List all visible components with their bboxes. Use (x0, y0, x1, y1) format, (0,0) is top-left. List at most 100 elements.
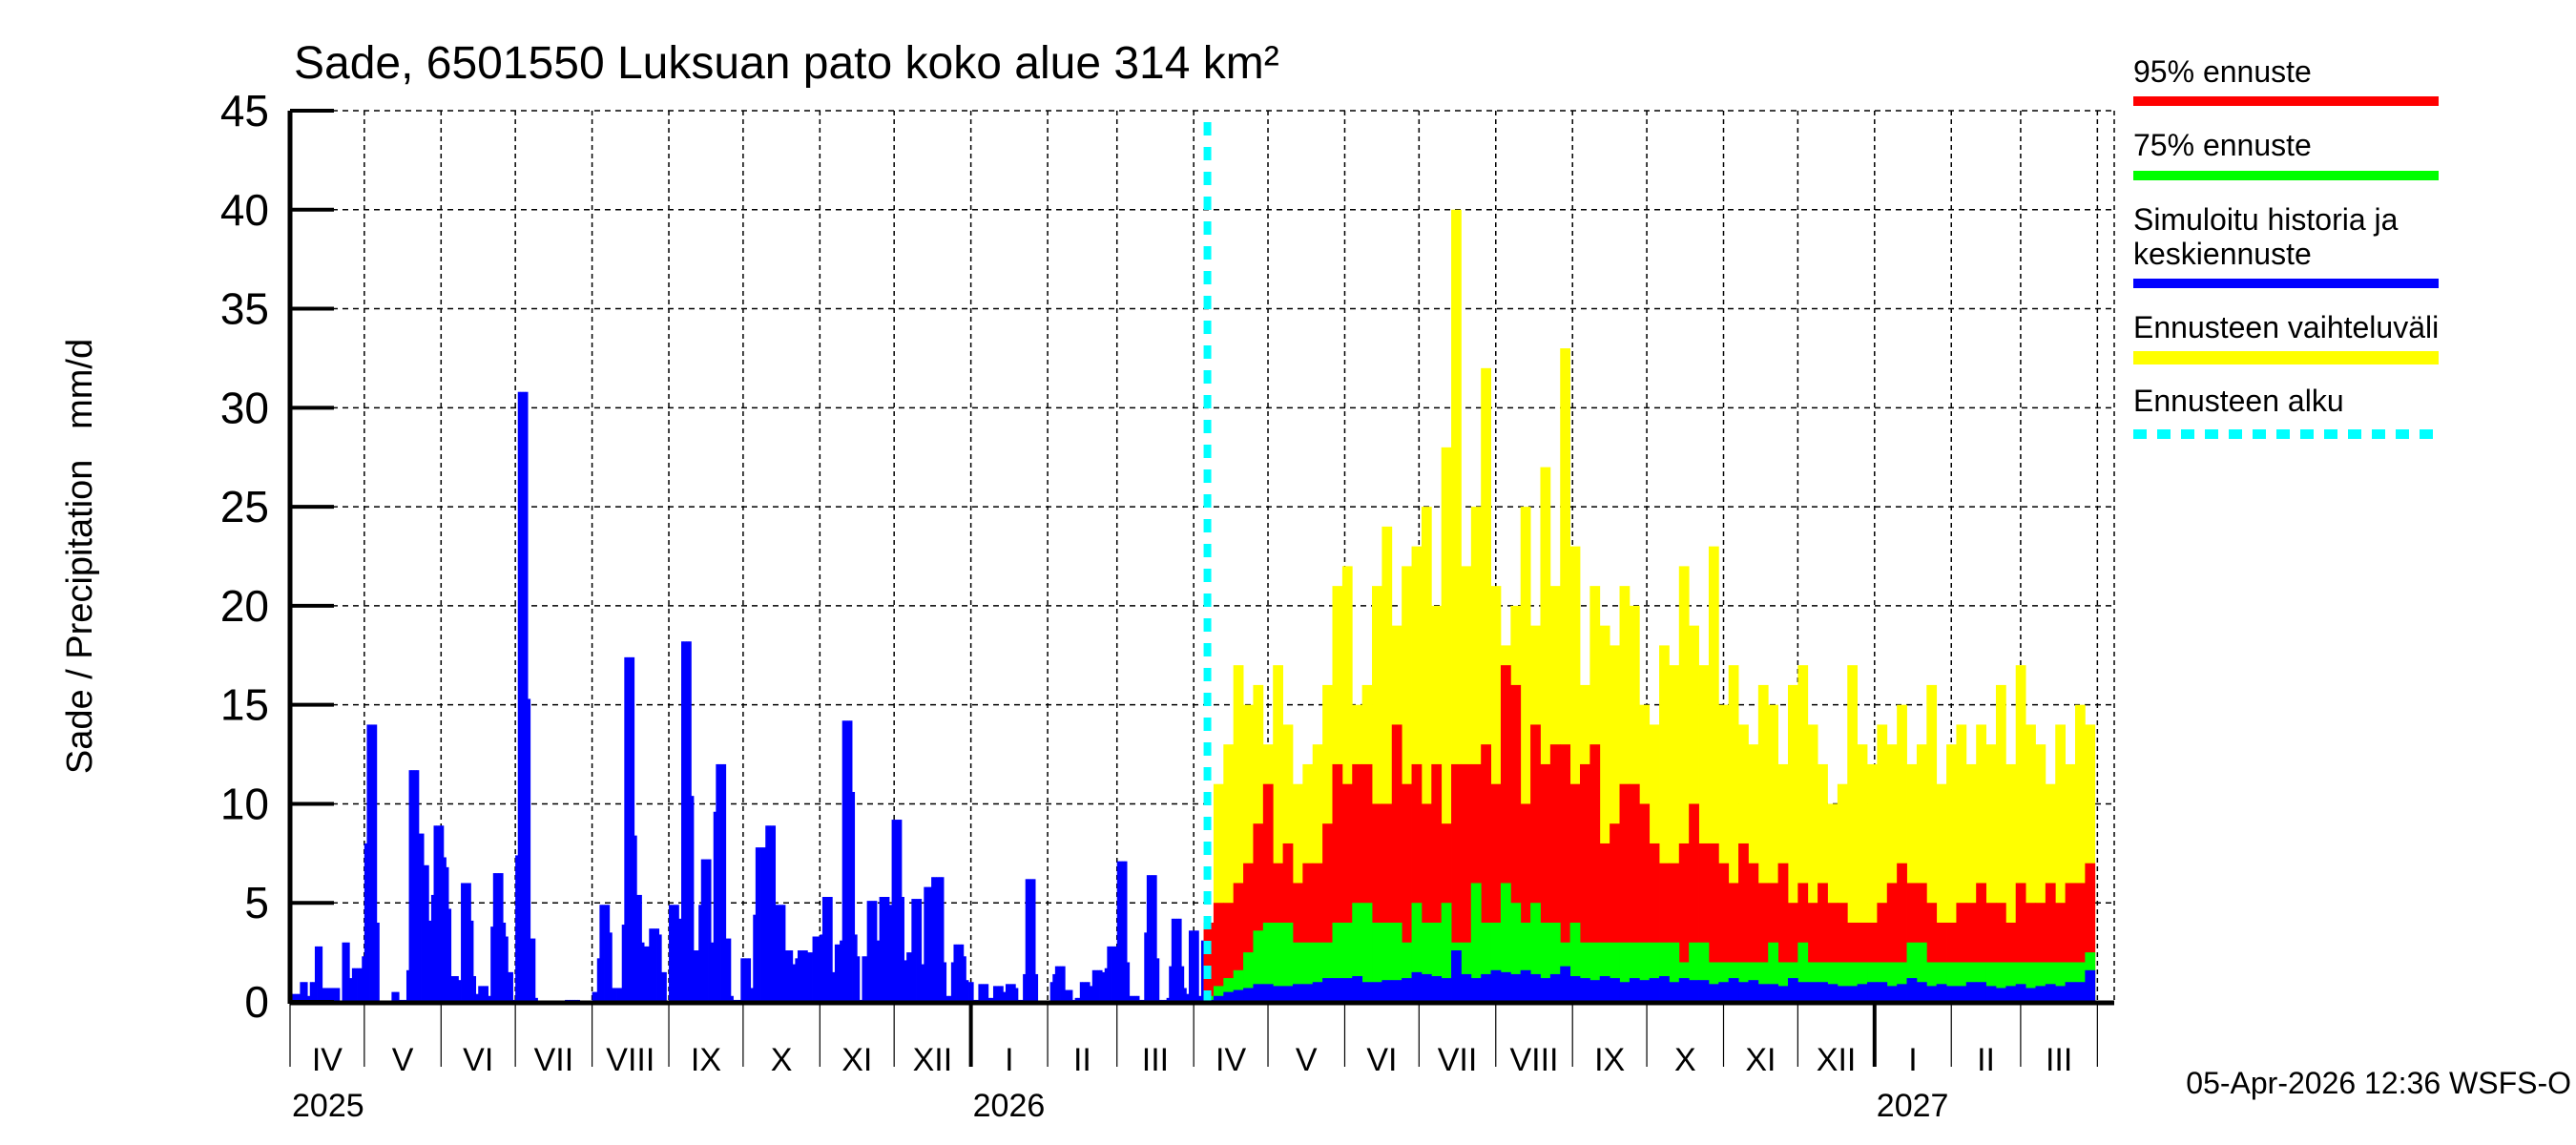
forecast-mean-bar (1490, 969, 1502, 1002)
forecast-range-bar (2015, 665, 2026, 1002)
year-label: 2027 (1877, 1088, 1949, 1124)
forecast-range-bar (1560, 348, 1571, 1003)
history-bar (616, 988, 620, 1002)
history-bar (700, 859, 704, 1002)
forecast-range-bar (2025, 724, 2036, 1002)
history-bar (458, 980, 462, 1002)
history-bar (795, 958, 799, 1002)
forecast-p95-bar (1381, 803, 1393, 1002)
history-bar (1060, 966, 1064, 1002)
history-bar (832, 971, 836, 1002)
history-bar (467, 883, 471, 1002)
history-bar (894, 820, 898, 1002)
history-bar (1032, 879, 1036, 1002)
history-bar (486, 986, 488, 1002)
forecast-mean-bar (1965, 982, 1977, 1002)
history-bar (317, 946, 321, 1002)
history-bar (433, 825, 437, 1002)
forecast-p95-bar (1352, 763, 1363, 1002)
history-bar (906, 952, 910, 1002)
history-bar (760, 847, 764, 1002)
forecast-mean-bar (1560, 966, 1571, 1002)
year-label: 2026 (973, 1088, 1046, 1124)
y-tick-label: 0 (244, 977, 269, 1027)
history-bar (503, 922, 507, 1002)
forecast-p75-bar (1669, 942, 1680, 1002)
history-bar (678, 918, 682, 1002)
forecast-p95-bar (2015, 883, 2026, 1002)
history-bar (782, 905, 786, 1002)
forecast-mean-bar (1837, 986, 1848, 1002)
forecast-mean-bar (2025, 988, 2036, 1002)
forecast-mean-bar (1926, 986, 1938, 1002)
history-bar (520, 391, 524, 1002)
history-bar (669, 905, 673, 1002)
history-bar (931, 877, 935, 1002)
y-tick-label: 15 (220, 680, 269, 730)
forecast-mean-bar (1659, 976, 1670, 1002)
forecast-range-bar (1757, 684, 1769, 1002)
history-bar (936, 877, 940, 1002)
history-bar (691, 796, 695, 1002)
history-bar (713, 811, 717, 1002)
forecast-range-bar (1897, 704, 1907, 1002)
forecast-p75-bar (1540, 922, 1551, 1002)
forecast-range-bar (1520, 507, 1531, 1002)
forecast-p95-bar (1976, 883, 1986, 1002)
forecast-p75-bar (1569, 922, 1581, 1002)
forecast-p95-bar (1540, 763, 1551, 1002)
forecast-mean-bar (1708, 984, 1719, 1002)
forecast-mean-bar (1391, 980, 1402, 1002)
forecast-mean-bar (1827, 984, 1839, 1002)
forecast-p95-bar (1708, 843, 1719, 1002)
history-bar (1149, 875, 1153, 1002)
history-bar (1003, 991, 1007, 1002)
forecast-mean-bar (1787, 978, 1798, 1002)
forecast-p75-bar (1262, 922, 1274, 1002)
forecast-p95-bar (1698, 843, 1710, 1002)
forecast-range-bar (1985, 744, 1997, 1002)
forecast-range-bar (1441, 447, 1452, 1002)
forecast-mean-bar (1818, 982, 1828, 1002)
history-bar (882, 896, 885, 1002)
forecast-range-bar (1481, 367, 1491, 1002)
forecast-p95-bar (1402, 783, 1412, 1002)
history-bar (446, 866, 449, 1002)
forecast-mean-bar (1381, 980, 1393, 1002)
forecast-p75-bar (1689, 942, 1699, 1002)
history-bar (322, 988, 325, 1002)
forecast-range-bar (1946, 744, 1957, 1002)
history-bar (779, 905, 783, 1002)
history-bar (508, 971, 511, 1002)
history-bar (638, 894, 642, 1002)
history-bar (428, 920, 432, 1002)
forecast-p75-bar (1985, 962, 1997, 1002)
history-bar (725, 938, 729, 1002)
forecast-mean-bar (1639, 980, 1651, 1002)
history-bar (312, 982, 316, 1002)
history-bar (1169, 966, 1173, 1002)
forecast-range-bar (1540, 467, 1551, 1003)
forecast-mean-bar (1282, 986, 1294, 1002)
forecast-p95-bar (1312, 863, 1323, 1002)
forecast-range-bar (1569, 546, 1581, 1002)
forecast-range-bar (1936, 783, 1947, 1002)
forecast-p95-bar (1411, 763, 1423, 1002)
history-bar (371, 724, 375, 1002)
history-bar (990, 997, 994, 1002)
history-bar (864, 956, 868, 1002)
history-bar (369, 724, 373, 1002)
history-bar (1191, 930, 1195, 1002)
history-bar (594, 991, 598, 1002)
history-bar (696, 950, 699, 1002)
history-bar (430, 894, 434, 1002)
forecast-range-bar (1995, 684, 2006, 1002)
forecast-mean-bar (1372, 982, 1382, 1002)
history-bar (661, 971, 665, 1002)
forecast-p75-bar (1549, 922, 1561, 1002)
forecast-p75-bar (1302, 942, 1314, 1002)
history-bar (688, 641, 692, 1002)
history-bar (797, 950, 800, 1002)
history-bar (879, 896, 883, 1002)
